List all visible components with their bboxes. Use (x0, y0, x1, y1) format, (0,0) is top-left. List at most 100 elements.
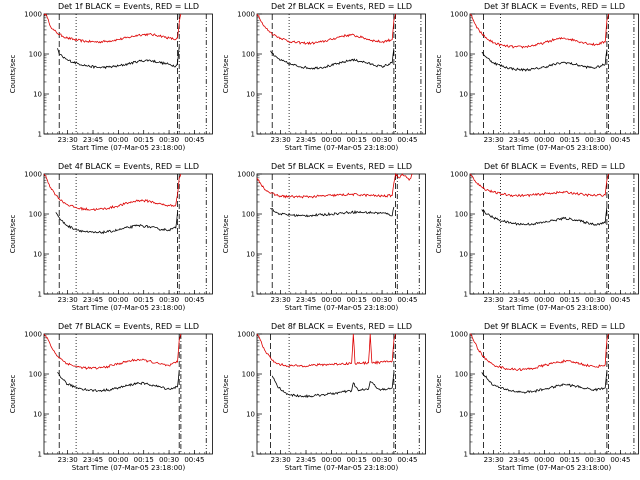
detector-panel-2: Det 2f BLACK = Events, RED = LLD 1 10 100 10… (213, 0, 426, 160)
detector-chart: Det 1f BLACK = Events, RED = LLD 1 10 100 10… (9, 2, 213, 152)
x-axis-label: Start Time (07-Mar-05 23:18:00) (285, 464, 399, 472)
panel-title: Det 1f BLACK = Events, RED = LLD (58, 2, 199, 11)
panel-title: Det 3f BLACK = Events, RED = LLD (484, 2, 625, 11)
plot-frame (469, 13, 639, 135)
x-tick-label: 00:45 (610, 136, 630, 144)
x-tick-label: 00:30 (585, 136, 605, 144)
detector-chart: Det 3f BLACK = Events, RED = LLD 1 10 100 10… (435, 2, 639, 152)
y-tick-label: 10 (459, 251, 468, 259)
lld-series-line (469, 173, 609, 198)
y-tick-label: 1 (464, 451, 468, 459)
x-axis-label: Start Time (07-Mar-05 23:18:00) (72, 304, 186, 312)
y-tick-label: 1000 (24, 171, 42, 179)
x-tick-label: 00:45 (397, 136, 417, 144)
x-tick-label: 00:00 (321, 296, 341, 304)
x-tick-label: 23:30 (58, 456, 78, 464)
x-tick-label: 00:45 (184, 456, 204, 464)
y-tick-label: 1000 (450, 331, 468, 339)
y-tick-label: 10 (33, 251, 42, 259)
detector-panel-9: Det 9f BLACK = Events, RED = LLD 1 10 100 10… (426, 320, 639, 480)
x-tick-label: 00:30 (159, 456, 179, 464)
plot-frame (256, 13, 426, 135)
x-tick-label: 00:00 (108, 136, 128, 144)
panel-title: Det 7f BLACK = Events, RED = LLD (58, 322, 199, 331)
panel-title: Det 8f BLACK = Events, RED = LLD (271, 322, 412, 331)
plot-frame (256, 173, 426, 295)
events-series-line (481, 370, 608, 394)
x-tick-label: 00:30 (585, 456, 605, 464)
x-tick-label: 00:00 (534, 456, 554, 464)
lld-series-line (256, 333, 396, 368)
y-tick-label: 10 (246, 251, 255, 259)
y-axis-label: Counts/sec (9, 215, 17, 254)
x-tick-label: 00:15 (560, 456, 580, 464)
x-tick-label: 00:30 (159, 296, 179, 304)
x-tick-label: 00:30 (585, 296, 605, 304)
x-tick-label: 00:30 (372, 136, 392, 144)
x-tick-label: 00:45 (610, 296, 630, 304)
y-tick-label: 100 (29, 51, 42, 59)
x-tick-label: 23:30 (484, 456, 504, 464)
events-series-line (270, 48, 395, 70)
x-tick-label: 00:15 (347, 136, 367, 144)
x-tick-label: 23:45 (83, 296, 103, 304)
events-series-line (271, 372, 395, 398)
detector-panel-7: Det 7f BLACK = Events, RED = LLD 1 10 100 10… (0, 320, 213, 480)
x-tick-label: 00:00 (108, 456, 128, 464)
y-tick-label: 100 (455, 51, 468, 59)
y-axis-label: Counts/sec (435, 55, 443, 94)
y-tick-label: 1 (464, 291, 468, 299)
x-tick-label: 00:00 (534, 296, 554, 304)
x-tick-label: 00:45 (397, 296, 417, 304)
plot-frame (469, 173, 639, 295)
y-tick-label: 100 (455, 211, 468, 219)
detector-chart: Det 6f BLACK = Events, RED = LLD 1 10 100 10… (435, 162, 639, 312)
plot-frame (469, 333, 639, 455)
y-tick-label: 1 (464, 131, 468, 139)
panel-title: Det 5f BLACK = Events, RED = LLD (271, 162, 412, 171)
y-axis-label: Counts/sec (222, 375, 230, 414)
x-axis-label: Start Time (07-Mar-05 23:18:00) (72, 144, 186, 152)
y-tick-label: 1 (38, 451, 42, 459)
lld-series-line (256, 13, 396, 46)
detector-panel-6: Det 6f BLACK = Events, RED = LLD 1 10 100 10… (426, 160, 639, 320)
x-tick-label: 23:45 (509, 136, 529, 144)
x-tick-label: 00:45 (184, 136, 204, 144)
y-tick-label: 10 (33, 411, 42, 419)
y-tick-label: 1000 (237, 11, 255, 19)
y-tick-label: 1000 (24, 11, 42, 19)
x-tick-label: 00:00 (321, 136, 341, 144)
x-tick-label: 23:45 (296, 456, 316, 464)
y-tick-label: 1000 (24, 331, 42, 339)
y-tick-label: 1000 (237, 331, 255, 339)
detector-panel-3: Det 3f BLACK = Events, RED = LLD 1 10 100 10… (426, 0, 639, 160)
lld-series-line (256, 172, 413, 199)
lld-series-line (469, 13, 609, 49)
y-tick-label: 1 (38, 131, 42, 139)
detector-chart: Det 9f BLACK = Events, RED = LLD 1 10 100 10… (435, 322, 639, 472)
lld-series-line (43, 333, 182, 370)
x-tick-label: 00:15 (347, 456, 367, 464)
y-axis-label: Counts/sec (222, 55, 230, 94)
x-tick-label: 00:15 (347, 296, 367, 304)
x-tick-label: 23:30 (271, 456, 291, 464)
x-tick-label: 23:45 (509, 456, 529, 464)
y-axis-label: Counts/sec (222, 215, 230, 254)
lld-series-line (469, 333, 609, 372)
x-axis-label: Start Time (07-Mar-05 23:18:00) (72, 464, 186, 472)
x-axis-label: Start Time (07-Mar-05 23:18:00) (498, 304, 612, 312)
detector-chart: Det 7f BLACK = Events, RED = LLD 1 10 100 10… (9, 322, 213, 472)
panel-title: Det 6f BLACK = Events, RED = LLD (484, 162, 625, 171)
y-tick-label: 100 (29, 211, 42, 219)
plot-frame (43, 173, 213, 295)
lld-series-line (43, 173, 182, 211)
x-tick-label: 00:15 (560, 136, 580, 144)
events-series-line (270, 206, 395, 218)
panel-title: Det 4f BLACK = Events, RED = LLD (58, 162, 199, 171)
y-tick-label: 10 (459, 91, 468, 99)
y-tick-label: 10 (459, 411, 468, 419)
y-tick-label: 10 (246, 91, 255, 99)
events-series-line (57, 46, 180, 70)
detector-panel-8: Det 8f BLACK = Events, RED = LLD 1 10 100 10… (213, 320, 426, 480)
x-tick-label: 23:30 (58, 136, 78, 144)
